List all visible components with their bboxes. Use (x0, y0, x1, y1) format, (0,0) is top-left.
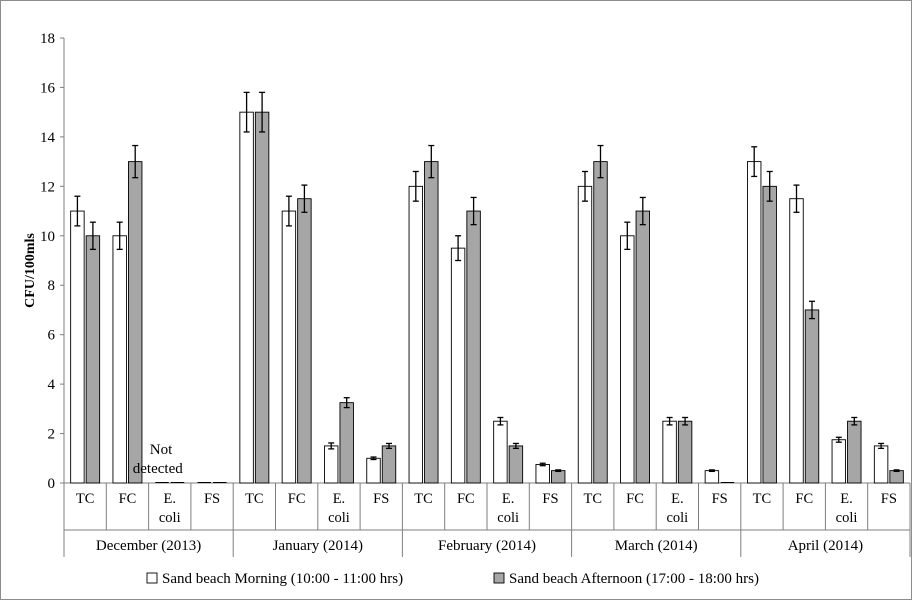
bar-s1-4-3 (889, 470, 904, 484)
annotation-text: Not (150, 442, 173, 458)
bar-s0-3-3 (704, 470, 720, 484)
category-label: FS (712, 491, 728, 507)
y-tick-label: 14 (40, 130, 56, 146)
annotation-text: detected (133, 461, 183, 477)
category-label: TC (76, 491, 95, 507)
category-label: E. (164, 491, 176, 507)
legend-swatch-0 (146, 572, 158, 584)
y-tick-label: 4 (48, 377, 56, 393)
category-label-line2: coli (328, 510, 350, 526)
group-label: January (2014) (273, 538, 363, 554)
category-label-line2: coli (497, 510, 519, 526)
bar-s0-0-1 (112, 235, 127, 484)
bar-s1-3-1 (635, 210, 650, 484)
bar-s0-4-1 (789, 198, 804, 484)
bar-s0-2-2 (493, 420, 508, 484)
legend-label-0: Sand beach Morning (10:00 - 11:00 hrs) (162, 571, 403, 587)
category-label: E. (333, 491, 345, 507)
group-label: February (2014) (438, 538, 536, 554)
bar-s0-2-3 (535, 464, 550, 484)
group-label: December (2013) (96, 538, 201, 554)
bar-s0-2-0 (408, 185, 423, 484)
bar-s1-3-0 (593, 161, 608, 484)
bar-s1-4-2 (847, 420, 862, 484)
y-tick-label: 2 (48, 427, 56, 443)
bar-s0-0-0 (70, 210, 85, 484)
bar-s0-3-2 (662, 420, 677, 484)
category-label-line2: coli (159, 510, 181, 526)
bar-s0-4-0 (747, 161, 762, 484)
y-tick-label: 8 (48, 278, 56, 294)
bar-s1-2-2 (508, 445, 524, 484)
category-label: FS (204, 491, 220, 507)
bar-s1-3-2 (677, 420, 693, 484)
category-label-line2: coli (836, 510, 858, 526)
bar-s1-2-3 (551, 470, 566, 484)
bar-s0-4-2 (831, 439, 846, 484)
bar-s1-1-0 (254, 111, 270, 484)
bar-s0-1-2 (324, 445, 339, 484)
bar-s0-2-1 (450, 247, 466, 484)
bar-s1-1-3 (381, 445, 397, 484)
category-label: E. (671, 491, 683, 507)
category-label-line2: coli (666, 510, 688, 526)
bar-s1-4-1 (804, 309, 820, 484)
bar-s1-0-0 (85, 235, 101, 484)
bar-s1-2-0 (424, 161, 439, 484)
y-tick-label: 0 (48, 476, 56, 492)
category-label: TC (583, 491, 602, 507)
category-label: TC (245, 491, 264, 507)
category-label: TC (414, 491, 433, 507)
bar-s0-1-0 (239, 111, 254, 484)
category-label: FC (119, 491, 137, 507)
bar-s0-1-3 (366, 457, 381, 484)
category-label: FS (881, 491, 897, 507)
legend-label-1: Sand beach Afternoon (17:00 - 18:00 hrs) (509, 571, 759, 587)
bar-s0-3-0 (577, 185, 593, 484)
y-axis-title: CFU/100mls (23, 233, 38, 308)
category-label: E. (502, 491, 514, 507)
group-label: March (2014) (615, 538, 698, 554)
bar-s1-4-0 (762, 185, 777, 484)
bar-s1-0-1 (127, 161, 143, 484)
bar-s0-4-3 (873, 445, 889, 484)
bar-s1-1-1 (297, 198, 312, 484)
category-label: E. (840, 491, 852, 507)
y-tick-label: 10 (40, 229, 55, 245)
y-tick-label: 18 (40, 31, 55, 47)
y-tick-label: 12 (40, 179, 55, 195)
category-label: FS (542, 491, 558, 507)
category-label: FC (626, 491, 644, 507)
category-label: FS (373, 491, 389, 507)
bar-s1-2-1 (466, 210, 481, 484)
bar-s1-1-2 (339, 402, 354, 484)
group-label: April (2014) (788, 538, 863, 554)
category-label: TC (753, 491, 772, 507)
legend-swatch-1 (493, 572, 505, 584)
y-tick-label: 6 (48, 328, 56, 344)
category-label: FC (457, 491, 475, 507)
category-label: FC (795, 491, 813, 507)
bar-s0-3-1 (620, 235, 635, 484)
category-label: FC (288, 491, 306, 507)
bar-s0-1-1 (281, 210, 297, 484)
y-tick-label: 16 (40, 80, 56, 96)
